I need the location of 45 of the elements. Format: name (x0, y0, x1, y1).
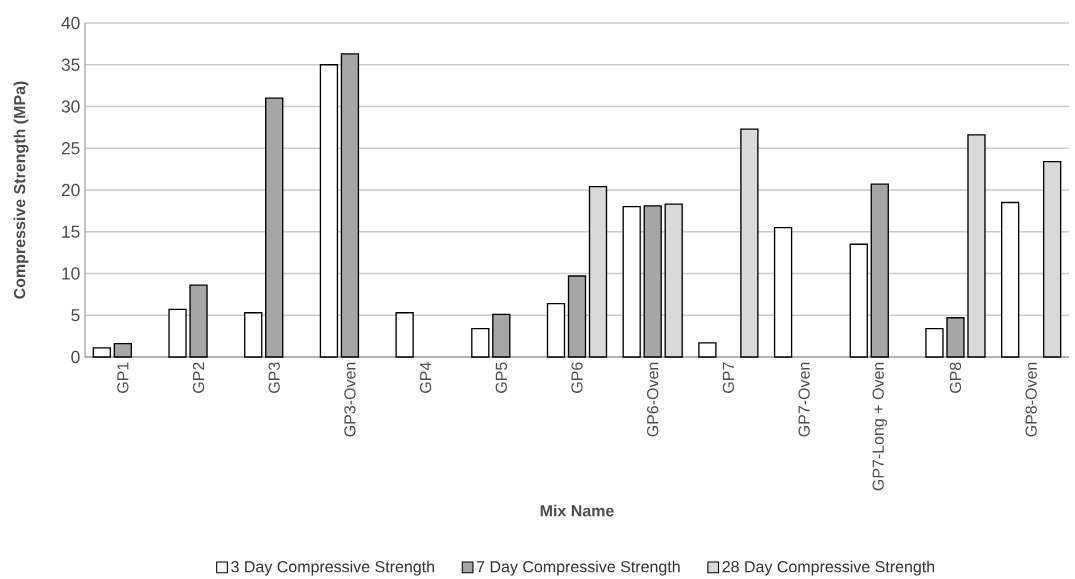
bar (925, 327, 944, 358)
x-tick-label: GP3-Oven (344, 362, 356, 437)
y-tick-label: 20 (61, 183, 80, 197)
bar (168, 308, 187, 358)
bar (698, 342, 717, 358)
y-tick-label: 5 (71, 309, 80, 322)
x-tick-label: GP8-Oven (1025, 362, 1037, 437)
bar (1000, 201, 1020, 358)
x-tick-label: GP4 (419, 362, 432, 393)
x-tick-label: GP2 (192, 362, 205, 393)
bar (92, 347, 112, 358)
bar (319, 64, 339, 358)
bar (1042, 160, 1062, 358)
bar (622, 206, 641, 358)
y-tick-label: 10 (62, 267, 80, 280)
y-tick-label: 25 (61, 142, 80, 155)
x-tick-label: GP3 (268, 362, 280, 393)
x-tick-label: GP7 (722, 362, 735, 393)
bar (588, 186, 608, 358)
bar (740, 128, 759, 358)
x-tick-label: GP5 (495, 362, 507, 393)
x-axis-title: Mix Name (540, 504, 614, 517)
x-tick-label: GP6-Oven (647, 362, 659, 437)
legend-label: 28 Day Compressive Strength (722, 560, 935, 576)
legend-label: 3 Day Compressive Strength (231, 560, 435, 576)
bar (773, 226, 793, 358)
x-tick-label: GP7-Long + Oven (872, 362, 888, 491)
y-tick-label: 0 (71, 350, 80, 364)
bar (664, 203, 683, 358)
y-tick-label: 15 (62, 225, 80, 238)
legend-label: 7 Day Compressive Strength (476, 560, 680, 576)
bar (546, 302, 566, 358)
x-tick-label: GP7-Oven (798, 362, 810, 437)
x-tick-label: GP8 (949, 362, 962, 393)
bar (967, 134, 986, 358)
y-tick-label: 35 (61, 58, 80, 71)
y-axis-title: Compressive Strength (MPa) (13, 81, 29, 299)
y-tick-label: 30 (61, 100, 80, 113)
y-tick-label: 40 (61, 16, 80, 30)
bar (395, 312, 414, 358)
bar (849, 243, 868, 358)
x-tick-label: GP1 (117, 362, 129, 393)
x-tick-label: GP6 (571, 362, 583, 393)
bar (471, 327, 490, 358)
bar (244, 312, 263, 358)
